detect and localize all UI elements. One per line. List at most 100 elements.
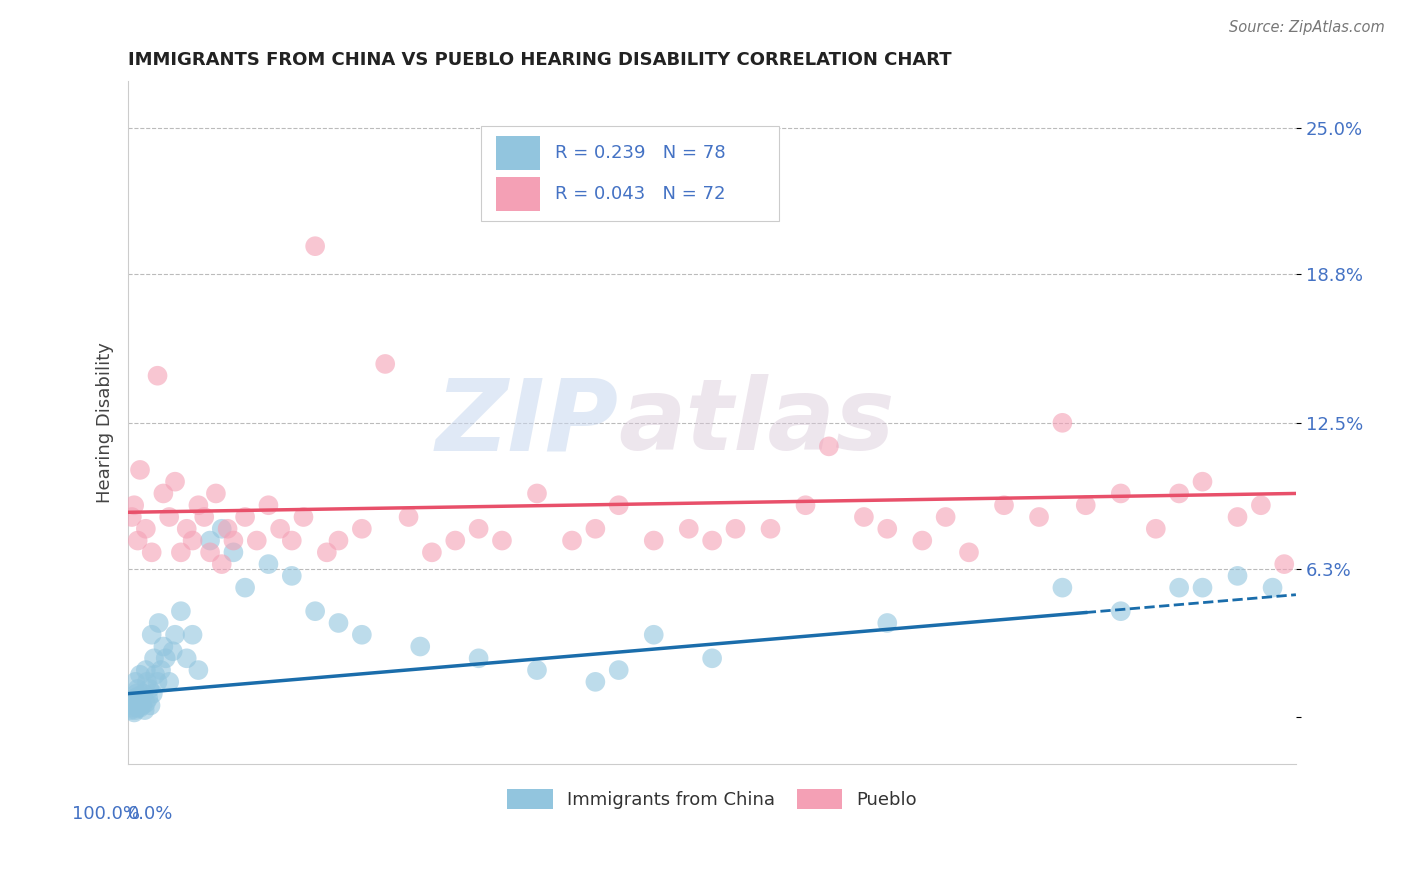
Point — [526, 663, 548, 677]
Point — [122, 498, 145, 512]
Point — [1109, 604, 1132, 618]
Point — [304, 239, 326, 253]
Text: R = 0.043   N = 72: R = 0.043 N = 72 — [554, 185, 725, 203]
Point — [281, 533, 304, 548]
Point — [129, 667, 152, 681]
Point — [121, 510, 143, 524]
Point — [607, 663, 630, 677]
Point — [176, 522, 198, 536]
Point — [281, 569, 304, 583]
Legend: Immigrants from China, Pueblo: Immigrants from China, Pueblo — [501, 781, 924, 817]
Point — [1261, 581, 1284, 595]
Point — [444, 533, 467, 548]
Point — [124, 674, 146, 689]
Point — [398, 510, 420, 524]
Point — [211, 522, 233, 536]
Point — [148, 615, 170, 630]
Point — [1226, 510, 1249, 524]
Point — [157, 510, 180, 524]
Point — [561, 533, 583, 548]
FancyBboxPatch shape — [496, 136, 540, 170]
Point — [187, 663, 209, 677]
Point — [125, 698, 148, 713]
Point — [852, 510, 875, 524]
Point — [198, 533, 221, 548]
Point — [876, 522, 898, 536]
Point — [257, 498, 280, 512]
Point — [911, 533, 934, 548]
Point — [222, 545, 245, 559]
Point — [152, 640, 174, 654]
Text: atlas: atlas — [619, 375, 896, 471]
Point — [350, 522, 373, 536]
Point — [125, 687, 148, 701]
Point — [350, 628, 373, 642]
Point — [292, 510, 315, 524]
Point — [315, 545, 337, 559]
Point — [1272, 557, 1295, 571]
Point — [1226, 569, 1249, 583]
Point — [643, 533, 665, 548]
Point — [1052, 416, 1074, 430]
Point — [181, 533, 204, 548]
Text: IMMIGRANTS FROM CHINA VS PUEBLO HEARING DISABILITY CORRELATION CHART: IMMIGRANTS FROM CHINA VS PUEBLO HEARING … — [128, 51, 952, 69]
Point — [211, 557, 233, 571]
Point — [162, 644, 184, 658]
Point — [129, 700, 152, 714]
Point — [222, 533, 245, 548]
Y-axis label: Hearing Disability: Hearing Disability — [97, 343, 114, 503]
Point — [139, 698, 162, 713]
Point — [246, 533, 269, 548]
FancyBboxPatch shape — [481, 126, 779, 221]
Point — [122, 700, 145, 714]
Point — [131, 698, 153, 713]
Point — [328, 533, 350, 548]
Point — [127, 533, 149, 548]
Point — [643, 628, 665, 642]
Point — [935, 510, 957, 524]
Point — [143, 667, 166, 681]
Point — [129, 694, 152, 708]
Point — [583, 522, 606, 536]
Point — [122, 706, 145, 720]
Point — [135, 663, 157, 677]
Point — [467, 522, 489, 536]
Point — [794, 498, 817, 512]
Point — [420, 545, 443, 559]
Text: 100.0%: 100.0% — [72, 805, 141, 823]
Point — [120, 703, 142, 717]
Point — [700, 651, 723, 665]
Point — [135, 696, 157, 710]
Point — [124, 703, 146, 717]
Text: Source: ZipAtlas.com: Source: ZipAtlas.com — [1229, 20, 1385, 35]
Point — [876, 615, 898, 630]
Point — [409, 640, 432, 654]
Point — [1144, 522, 1167, 536]
Point — [957, 545, 980, 559]
Point — [136, 691, 159, 706]
Point — [142, 687, 165, 701]
Point — [170, 604, 193, 618]
Point — [205, 486, 228, 500]
Point — [141, 628, 163, 642]
Point — [328, 615, 350, 630]
Text: ZIP: ZIP — [436, 375, 619, 471]
Point — [121, 698, 143, 713]
Point — [700, 533, 723, 548]
Point — [193, 510, 215, 524]
Point — [491, 533, 513, 548]
Point — [1074, 498, 1097, 512]
Point — [1109, 486, 1132, 500]
Point — [176, 651, 198, 665]
Point — [163, 475, 186, 489]
Point — [127, 681, 149, 696]
Point — [724, 522, 747, 536]
Point — [181, 628, 204, 642]
Point — [526, 486, 548, 500]
Point — [818, 439, 841, 453]
Point — [198, 545, 221, 559]
Point — [150, 663, 173, 677]
Point — [146, 368, 169, 383]
Point — [138, 681, 160, 696]
Point — [269, 522, 291, 536]
